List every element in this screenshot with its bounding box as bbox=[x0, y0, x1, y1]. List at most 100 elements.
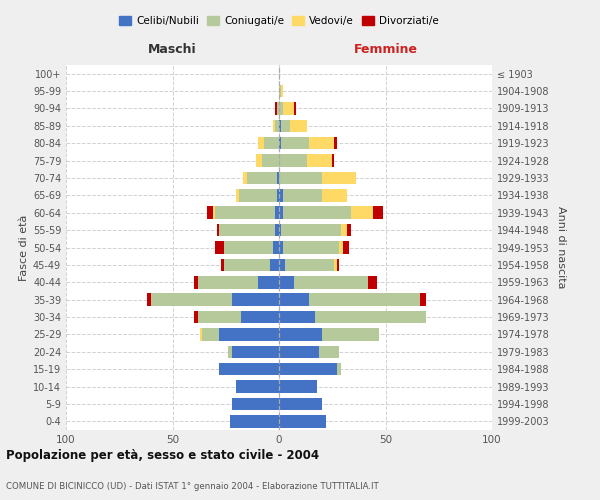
Bar bbox=[279, 311, 315, 324]
Bar bbox=[236, 380, 279, 393]
Bar bbox=[279, 154, 307, 167]
Bar bbox=[279, 102, 283, 115]
Bar bbox=[279, 398, 322, 410]
Bar bbox=[258, 276, 279, 288]
Bar bbox=[279, 137, 281, 149]
Bar bbox=[217, 224, 220, 236]
Bar bbox=[198, 276, 258, 288]
Text: Popolazione per età, sesso e stato civile - 2004: Popolazione per età, sesso e stato civil… bbox=[6, 450, 319, 462]
Bar bbox=[341, 224, 347, 236]
Bar bbox=[275, 120, 279, 132]
Bar bbox=[224, 258, 271, 271]
Bar bbox=[334, 137, 337, 149]
Bar bbox=[279, 346, 319, 358]
Bar bbox=[337, 363, 341, 376]
Bar bbox=[283, 189, 322, 202]
Bar bbox=[258, 137, 264, 149]
Bar bbox=[290, 120, 307, 132]
Bar bbox=[215, 206, 275, 219]
Bar bbox=[279, 363, 337, 376]
Bar bbox=[230, 415, 279, 428]
Y-axis label: Anni di nascita: Anni di nascita bbox=[556, 206, 566, 289]
Bar bbox=[147, 294, 151, 306]
Bar bbox=[221, 258, 224, 271]
Bar bbox=[373, 206, 383, 219]
Bar bbox=[279, 294, 309, 306]
Bar bbox=[224, 241, 272, 254]
Bar bbox=[315, 311, 426, 324]
Bar bbox=[322, 172, 356, 184]
Bar bbox=[286, 258, 334, 271]
Bar bbox=[334, 258, 337, 271]
Bar bbox=[332, 154, 334, 167]
Bar bbox=[337, 258, 338, 271]
Bar bbox=[419, 294, 426, 306]
Bar bbox=[279, 276, 294, 288]
Bar bbox=[275, 102, 277, 115]
Bar bbox=[279, 328, 322, 340]
Text: Maschi: Maschi bbox=[148, 44, 197, 57]
Bar bbox=[228, 346, 232, 358]
Bar bbox=[281, 224, 341, 236]
Bar bbox=[236, 189, 239, 202]
Bar bbox=[262, 154, 279, 167]
Bar bbox=[283, 241, 338, 254]
Bar bbox=[279, 415, 326, 428]
Bar bbox=[279, 258, 286, 271]
Bar bbox=[283, 206, 352, 219]
Bar bbox=[232, 398, 279, 410]
Bar bbox=[206, 206, 213, 219]
Bar bbox=[279, 172, 322, 184]
Bar bbox=[239, 189, 277, 202]
Bar bbox=[194, 311, 198, 324]
Bar bbox=[215, 241, 224, 254]
Bar bbox=[319, 346, 338, 358]
Bar bbox=[352, 206, 373, 219]
Bar bbox=[256, 154, 262, 167]
Bar bbox=[275, 206, 279, 219]
Bar bbox=[202, 328, 220, 340]
Bar bbox=[279, 120, 281, 132]
Bar bbox=[264, 137, 279, 149]
Bar bbox=[213, 206, 215, 219]
Bar bbox=[307, 154, 332, 167]
Text: Femmine: Femmine bbox=[353, 44, 418, 57]
Y-axis label: Fasce di età: Fasce di età bbox=[19, 214, 29, 280]
Bar bbox=[283, 102, 294, 115]
Bar bbox=[338, 241, 343, 254]
Bar bbox=[232, 346, 279, 358]
Bar bbox=[281, 85, 283, 98]
Bar bbox=[277, 189, 279, 202]
Bar bbox=[309, 137, 334, 149]
Bar bbox=[277, 172, 279, 184]
Bar bbox=[220, 224, 275, 236]
Bar bbox=[275, 224, 279, 236]
Bar bbox=[343, 241, 349, 254]
Bar bbox=[271, 258, 279, 271]
Bar bbox=[279, 85, 281, 98]
Bar bbox=[281, 137, 309, 149]
Bar bbox=[194, 276, 198, 288]
Bar bbox=[279, 380, 317, 393]
Bar bbox=[322, 328, 379, 340]
Text: COMUNE DI BICINICCO (UD) - Dati ISTAT 1° gennaio 2004 - Elaborazione TUTTITALIA.: COMUNE DI BICINICCO (UD) - Dati ISTAT 1°… bbox=[6, 482, 379, 491]
Bar bbox=[277, 102, 279, 115]
Bar bbox=[198, 311, 241, 324]
Bar bbox=[294, 276, 368, 288]
Bar bbox=[220, 363, 279, 376]
Bar bbox=[243, 172, 247, 184]
Bar bbox=[232, 294, 279, 306]
Bar bbox=[247, 172, 277, 184]
Bar bbox=[309, 294, 419, 306]
Bar bbox=[241, 311, 279, 324]
Bar bbox=[347, 224, 352, 236]
Legend: Celibi/Nubili, Coniugati/e, Vedovi/e, Divorziati/e: Celibi/Nubili, Coniugati/e, Vedovi/e, Di… bbox=[115, 12, 443, 30]
Bar bbox=[272, 241, 279, 254]
Bar bbox=[272, 120, 275, 132]
Bar bbox=[279, 189, 283, 202]
Bar bbox=[279, 206, 283, 219]
Bar bbox=[294, 102, 296, 115]
Bar bbox=[368, 276, 377, 288]
Bar bbox=[220, 328, 279, 340]
Bar bbox=[281, 120, 290, 132]
